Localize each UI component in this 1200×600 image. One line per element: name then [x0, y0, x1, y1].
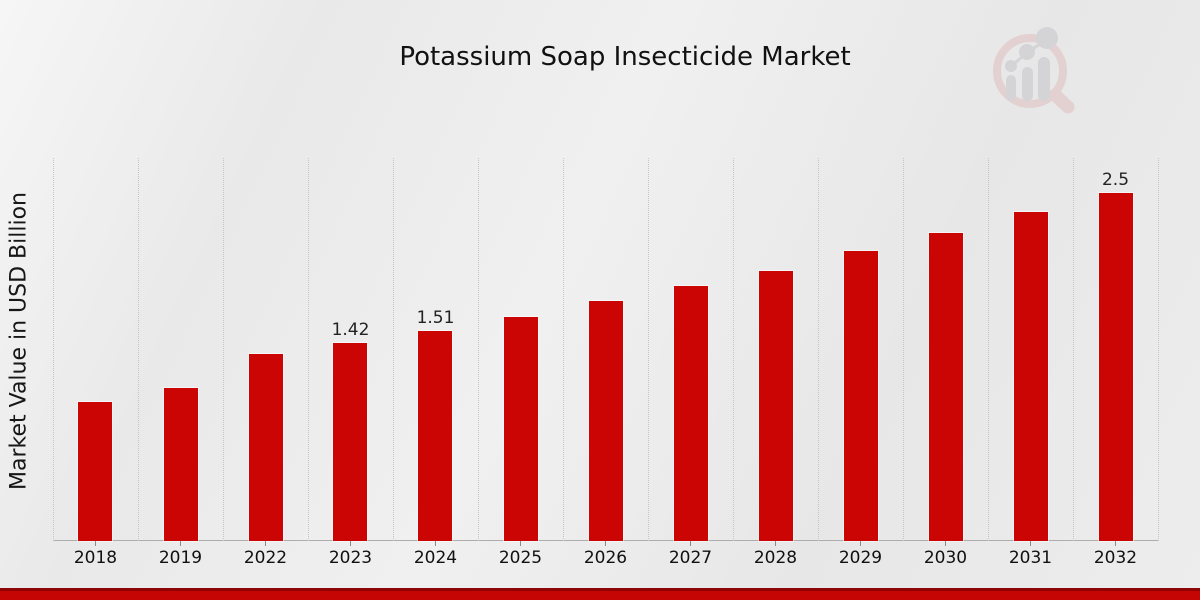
x-axis-label-2029: 2029 [838, 548, 883, 568]
bar-2018 [77, 400, 114, 543]
bar-2028 [757, 269, 794, 543]
x-axis-label-2030: 2030 [923, 548, 968, 568]
bar-value-label: 1.51 [416, 307, 455, 328]
bar-2032 [1097, 191, 1134, 543]
brand-watermark-logo-icon [993, 27, 1075, 114]
gridline [648, 158, 649, 541]
x-axis-tick [945, 541, 946, 546]
x-axis-tick [180, 541, 181, 546]
gridline [223, 158, 224, 541]
bar-2027 [672, 285, 709, 542]
x-axis-label-2018: 2018 [73, 548, 118, 568]
bar-2026 [587, 300, 624, 542]
bar-value-label: 1.42 [331, 320, 370, 341]
gridline [1158, 158, 1159, 541]
footer-accent-bar [0, 588, 1200, 600]
y-axis-title: Market Value in USD Billion [6, 191, 32, 491]
x-axis-tick [690, 541, 691, 546]
gridline [53, 158, 54, 541]
x-axis-tick [434, 541, 436, 546]
bar-2031 [1012, 211, 1049, 542]
bar-2030 [927, 232, 964, 542]
gridline [563, 158, 564, 541]
x-axis-label-2023: 2023 [328, 548, 373, 568]
x-axis-tick [520, 541, 521, 546]
x-axis-label-2028: 2028 [753, 548, 798, 568]
x-axis-tick [94, 541, 96, 546]
gridline [818, 158, 819, 541]
gridline [1073, 158, 1074, 541]
x-axis-tick [1030, 541, 1031, 546]
x-axis-tick [1115, 541, 1116, 546]
gridline [478, 158, 479, 541]
bar-2029 [842, 250, 879, 542]
x-axis-label-2024: 2024 [413, 548, 458, 568]
x-axis-tick [265, 541, 266, 546]
x-axis-label-2026: 2026 [583, 548, 628, 568]
gridline [733, 158, 734, 541]
bar-value-label: 2.5 [1101, 169, 1130, 190]
gridline [903, 158, 904, 541]
x-axis-tick [775, 541, 776, 546]
bar-2023 [332, 342, 369, 542]
gridline [308, 158, 309, 541]
x-axis-tick [349, 541, 351, 546]
x-axis-tick [860, 541, 861, 546]
x-axis-label-2022: 2022 [243, 548, 288, 568]
x-axis-label-2031: 2031 [1008, 548, 1053, 568]
gridline [393, 158, 394, 541]
gridline [138, 158, 139, 541]
bar-2024 [417, 329, 454, 543]
x-axis-tick [605, 541, 606, 546]
x-axis-label-2027: 2027 [668, 548, 713, 568]
x-axis-label-2019: 2019 [158, 548, 203, 568]
bar-2025 [502, 315, 539, 543]
x-axis-label-2025: 2025 [498, 548, 543, 568]
gridline [988, 158, 989, 541]
bar-2022 [247, 353, 284, 542]
plot-area: 2018 2019 2022 1.42 2023 1.51 2024 2025 2026 2027… [53, 158, 1159, 568]
chart-title: Potassium Soap Insecticide Market [399, 42, 851, 72]
bar-2019 [162, 386, 199, 543]
x-axis-label-2032: 2032 [1093, 548, 1138, 568]
